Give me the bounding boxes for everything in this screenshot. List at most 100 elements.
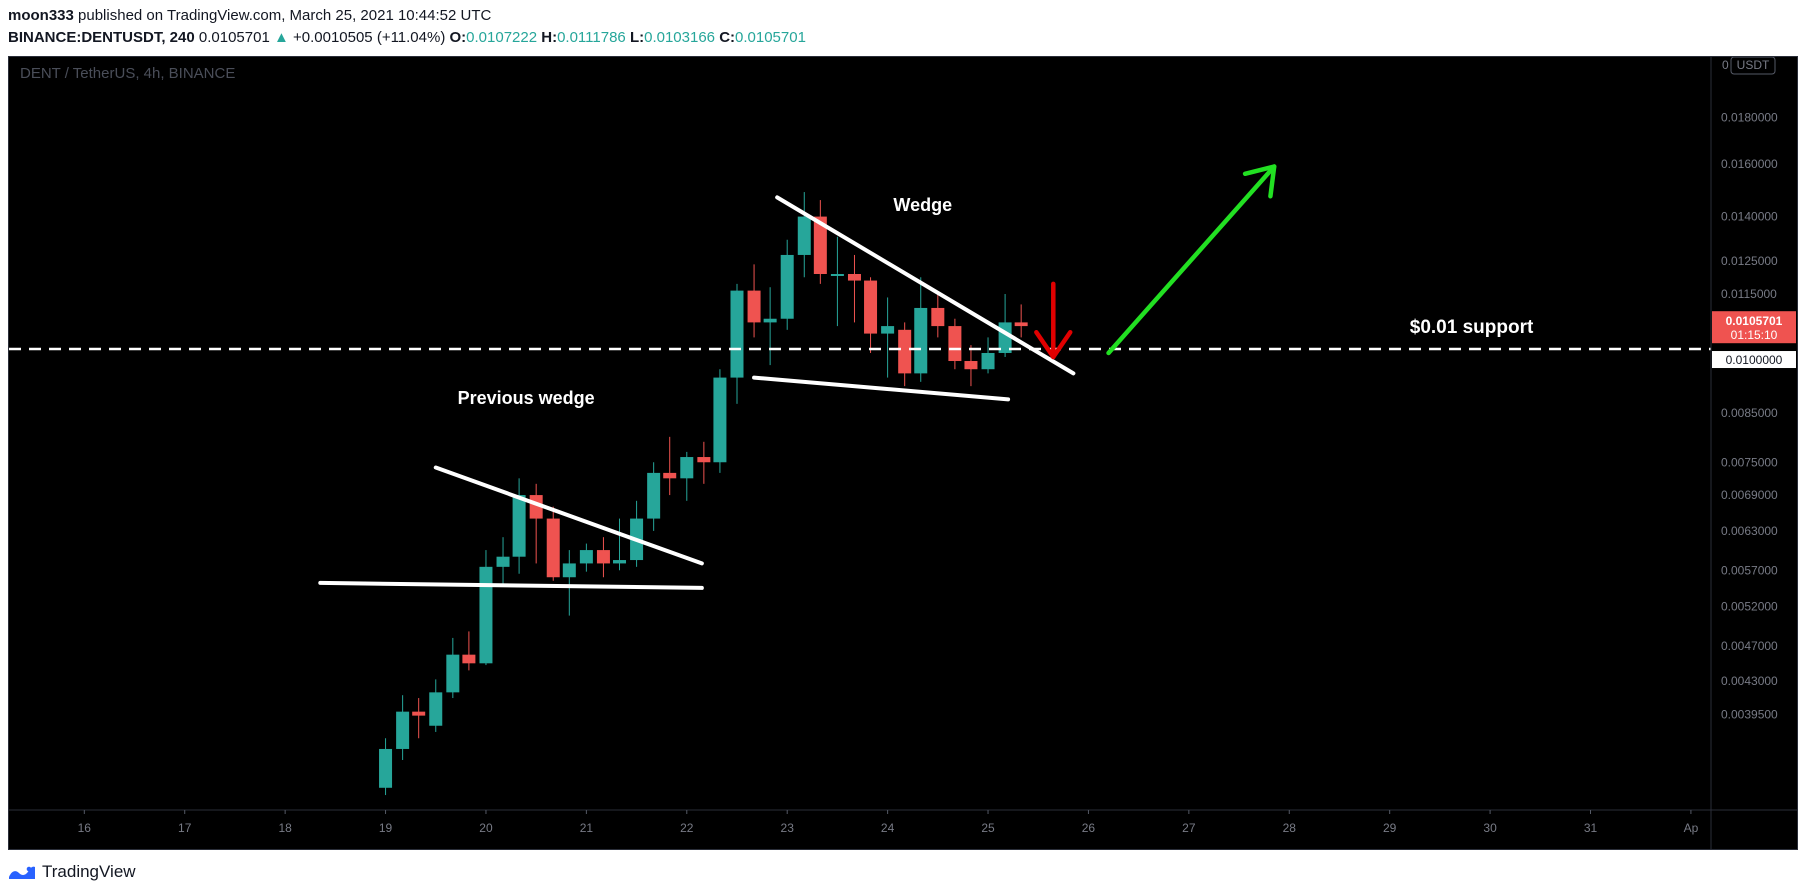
price-tick-label: 0.0075000	[1721, 455, 1778, 469]
current-price-tag	[1712, 311, 1796, 344]
symbol-line: BINANCE:DENTUSDT, 240 0.0105701 ▲ +0.001…	[8, 28, 806, 48]
time-tick-label: 27	[1182, 821, 1196, 835]
candle-body	[730, 290, 744, 378]
bar-countdown: 01:15:10	[1731, 328, 1778, 342]
bearish-arrow	[1034, 281, 1073, 360]
candle	[830, 236, 844, 327]
candle-body	[747, 290, 761, 323]
candle	[697, 441, 711, 484]
price-tick-label: 0.0052000	[1721, 599, 1778, 613]
tradingview-brand[interactable]: TradingView	[42, 862, 136, 881]
candle-body	[647, 472, 661, 519]
price-tick-label: 0.0085000	[1721, 406, 1778, 420]
time-tick-label: 23	[781, 821, 795, 835]
candle	[763, 287, 777, 366]
change-arrow-icon: ▲	[273, 29, 289, 46]
candle-body	[830, 273, 844, 276]
candle-body	[379, 748, 393, 788]
candle	[479, 550, 493, 666]
candle-body	[680, 457, 694, 479]
price-tick-label: 0.0063000	[1721, 524, 1778, 538]
candle	[562, 550, 576, 616]
time-tick-label: 29	[1383, 821, 1397, 835]
candle-body	[763, 318, 777, 323]
close-label: C:	[719, 29, 736, 46]
price-tick-label: 0.0057000	[1721, 563, 1778, 577]
candle-body	[479, 566, 493, 664]
time-tick-label: 16	[78, 821, 92, 835]
candle	[1014, 304, 1028, 338]
candle-body	[864, 280, 878, 334]
wedge-trendline	[433, 465, 704, 566]
candle	[663, 436, 677, 496]
support-price-tag	[1712, 351, 1796, 369]
price-tick-label: 0.0043000	[1721, 674, 1778, 688]
time-tick-label: 22	[680, 821, 694, 835]
candle-body	[446, 654, 460, 693]
currency-badge-prefix: 0	[1722, 58, 1729, 72]
publish-line: moon333 published on TradingView.com, Ma…	[8, 6, 806, 26]
candle	[847, 254, 861, 323]
time-axis[interactable]: 16 17 18 19 20 21 22 23 24 25 26 27 28 29 30 31 Ap	[78, 810, 1699, 835]
candle	[613, 518, 627, 571]
candle-body	[613, 560, 627, 564]
candlestick-chart[interactable]: DENT / TetherUS, 4h, BINANCE $0.01 suppo…	[9, 56, 1797, 849]
candle-body	[1014, 322, 1028, 327]
candle	[512, 478, 526, 574]
price-tick-label: 0.0039500	[1721, 708, 1778, 722]
time-tick-label: 19	[379, 821, 393, 835]
candle-body	[780, 254, 794, 319]
candle	[446, 637, 460, 699]
candle	[898, 322, 912, 387]
chart-title: DENT / TetherUS, 4h, BINANCE	[20, 65, 235, 82]
tradingview-logo-icon[interactable]	[8, 864, 36, 880]
currency-label: USDT	[1737, 58, 1770, 72]
footer: TradingView	[8, 859, 136, 885]
candle	[914, 277, 928, 382]
wedge-trendline	[318, 580, 704, 590]
high-label: H:	[541, 29, 558, 46]
candle	[412, 698, 426, 739]
currency-badge-box	[1730, 56, 1776, 75]
candle-body	[948, 326, 962, 362]
candle	[797, 192, 811, 278]
candle	[647, 462, 661, 531]
arrow-head	[1242, 164, 1277, 199]
candle-body	[462, 654, 476, 664]
candle-body	[797, 216, 811, 255]
candle-body	[546, 518, 560, 578]
currency-badge[interactable]: 0 USDT	[1722, 56, 1776, 75]
support-price-label: 0.0100000	[1726, 353, 1783, 367]
price-axis[interactable]: 0.0180000 0.0160000 0.0140000 0.0125000 0.01…	[1721, 111, 1778, 722]
candle-body	[396, 711, 410, 749]
arrow-shaft	[1106, 164, 1277, 356]
author-name[interactable]: moon333	[8, 7, 74, 24]
candle-body	[579, 550, 593, 564]
price-tick-label: 0.0047000	[1721, 639, 1778, 653]
time-tick-label: 26	[1082, 821, 1096, 835]
candle	[546, 506, 560, 581]
candle-body	[931, 307, 945, 327]
low-value: 0.0103166	[644, 29, 716, 46]
candle	[429, 679, 443, 732]
time-tick-label: 25	[981, 821, 995, 835]
candles-layer	[379, 192, 1028, 796]
wedge-annotation: Wedge	[893, 195, 952, 215]
chart-frame[interactable]: DENT / TetherUS, 4h, BINANCE $0.01 suppo…	[8, 56, 1798, 850]
candle	[680, 451, 694, 501]
candle-body	[412, 711, 426, 716]
current-price-label: 0.0105701	[1726, 314, 1783, 328]
time-tick-label: Ap	[1684, 821, 1699, 835]
candle-body	[898, 329, 912, 374]
candle-body	[813, 216, 827, 274]
candle	[881, 297, 895, 378]
candle	[931, 294, 945, 338]
candle	[462, 631, 476, 671]
time-tick-label: 17	[178, 821, 192, 835]
chart-header: moon333 published on TradingView.com, Ma…	[8, 6, 806, 48]
wedge-annotation: Previous wedge	[458, 388, 595, 408]
candle-body	[663, 472, 677, 479]
time-tick-label: 20	[479, 821, 493, 835]
candle	[579, 543, 593, 572]
